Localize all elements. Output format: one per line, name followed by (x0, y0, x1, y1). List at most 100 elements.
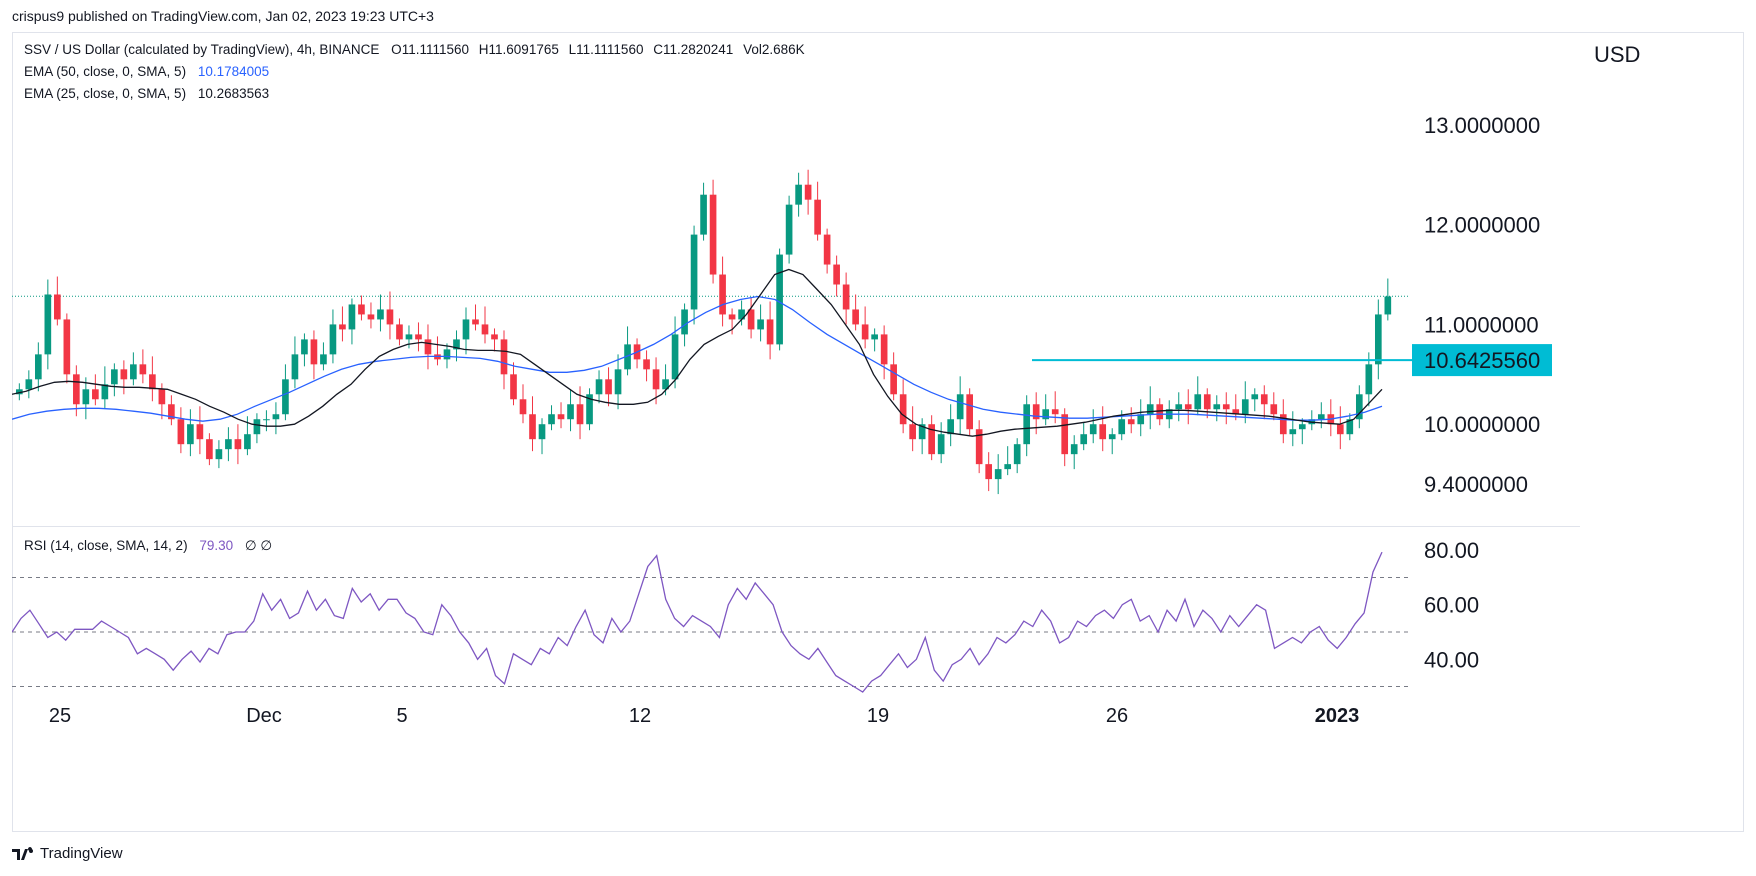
candle[interactable] (139, 364, 147, 375)
candle[interactable] (215, 449, 223, 460)
candle[interactable] (500, 339, 508, 375)
candle[interactable] (909, 424, 916, 440)
candle[interactable] (1222, 404, 1230, 410)
candle[interactable] (918, 424, 926, 440)
candle[interactable] (120, 369, 128, 380)
candle[interactable] (785, 204, 793, 255)
candle[interactable] (690, 234, 698, 310)
candle[interactable] (149, 374, 156, 390)
candle[interactable] (966, 394, 973, 430)
candle[interactable] (595, 379, 603, 395)
candle[interactable] (1061, 414, 1069, 455)
candle[interactable] (804, 184, 812, 200)
candle[interactable] (234, 439, 242, 450)
candle[interactable] (16, 389, 23, 395)
candle[interactable] (1279, 414, 1287, 435)
candle[interactable] (111, 369, 118, 385)
candle[interactable] (491, 334, 498, 340)
candle[interactable] (994, 469, 1002, 480)
candle[interactable] (1042, 409, 1050, 420)
candle[interactable] (415, 334, 422, 340)
candle[interactable] (928, 424, 935, 455)
candle[interactable] (481, 324, 489, 335)
candle[interactable] (1232, 409, 1240, 415)
candle[interactable] (814, 199, 821, 235)
candle[interactable] (386, 309, 394, 325)
candle[interactable] (576, 404, 584, 425)
candle[interactable] (1127, 419, 1135, 425)
candle[interactable] (25, 379, 33, 390)
candle[interactable] (937, 434, 945, 455)
pane-separator[interactable] (12, 526, 1580, 527)
candle[interactable] (1203, 394, 1211, 410)
candle[interactable] (206, 439, 213, 460)
candle[interactable] (329, 324, 337, 355)
candle[interactable] (1146, 404, 1154, 415)
candle[interactable] (586, 394, 593, 425)
candle[interactable] (833, 264, 840, 285)
candle[interactable] (472, 319, 479, 325)
candle[interactable] (719, 274, 726, 315)
candle[interactable] (1184, 404, 1192, 410)
candle[interactable] (1355, 394, 1363, 420)
candle[interactable] (605, 379, 612, 395)
candle[interactable] (1260, 394, 1268, 405)
candle[interactable] (766, 319, 774, 345)
candle[interactable] (510, 374, 517, 400)
candle[interactable] (339, 324, 346, 330)
candle[interactable] (1032, 404, 1040, 420)
ema50-legend[interactable]: EMA (50, close, 0, SMA, 5) 10.1784005 (24, 64, 269, 79)
candle[interactable] (301, 339, 308, 355)
candle[interactable] (1213, 404, 1221, 410)
candle[interactable] (1251, 394, 1259, 400)
candle[interactable] (1365, 364, 1373, 395)
candle[interactable] (700, 194, 707, 235)
candle[interactable] (747, 309, 755, 330)
candle[interactable] (244, 434, 251, 450)
candle[interactable] (263, 419, 270, 421)
candle[interactable] (738, 309, 745, 320)
candle[interactable] (253, 419, 261, 435)
candle[interactable] (443, 349, 451, 360)
candle[interactable] (728, 314, 736, 320)
candle[interactable] (1336, 424, 1344, 435)
candle[interactable] (377, 309, 384, 320)
candle[interactable] (947, 419, 954, 435)
candle[interactable] (757, 319, 764, 330)
candle[interactable] (643, 359, 650, 370)
candle[interactable] (1013, 444, 1021, 465)
candle[interactable] (367, 314, 375, 320)
candle[interactable] (842, 284, 850, 310)
candle[interactable] (168, 404, 175, 420)
candle[interactable] (82, 389, 90, 405)
candle[interactable] (1175, 404, 1183, 410)
candle[interactable] (177, 419, 185, 445)
candle[interactable] (890, 364, 897, 395)
candle[interactable] (538, 424, 546, 440)
ema25-legend[interactable]: EMA (25, close, 0, SMA, 5) 10.2683563 (24, 86, 269, 101)
candle[interactable] (519, 399, 527, 415)
candle[interactable] (63, 319, 71, 375)
candle[interactable] (424, 339, 432, 355)
candle[interactable] (1080, 434, 1088, 445)
candle[interactable] (1374, 314, 1382, 365)
rsi-line[interactable] (12, 551, 1383, 693)
candle[interactable] (453, 339, 460, 350)
candle[interactable] (1118, 419, 1126, 435)
candle[interactable] (310, 339, 318, 365)
candle[interactable] (358, 304, 365, 315)
candle[interactable] (880, 334, 888, 365)
ema25-line[interactable] (12, 268, 1383, 437)
candle[interactable] (1137, 414, 1145, 425)
candle[interactable] (225, 439, 232, 450)
candle[interactable] (1384, 296, 1392, 315)
candle[interactable] (1270, 404, 1278, 415)
candle[interactable] (956, 394, 964, 420)
candle[interactable] (548, 414, 555, 425)
candle[interactable] (73, 374, 80, 405)
candle[interactable] (975, 429, 983, 465)
candle[interactable] (1241, 399, 1249, 415)
candle[interactable] (1317, 414, 1325, 420)
candle[interactable] (1099, 424, 1107, 440)
candle[interactable] (557, 414, 565, 420)
